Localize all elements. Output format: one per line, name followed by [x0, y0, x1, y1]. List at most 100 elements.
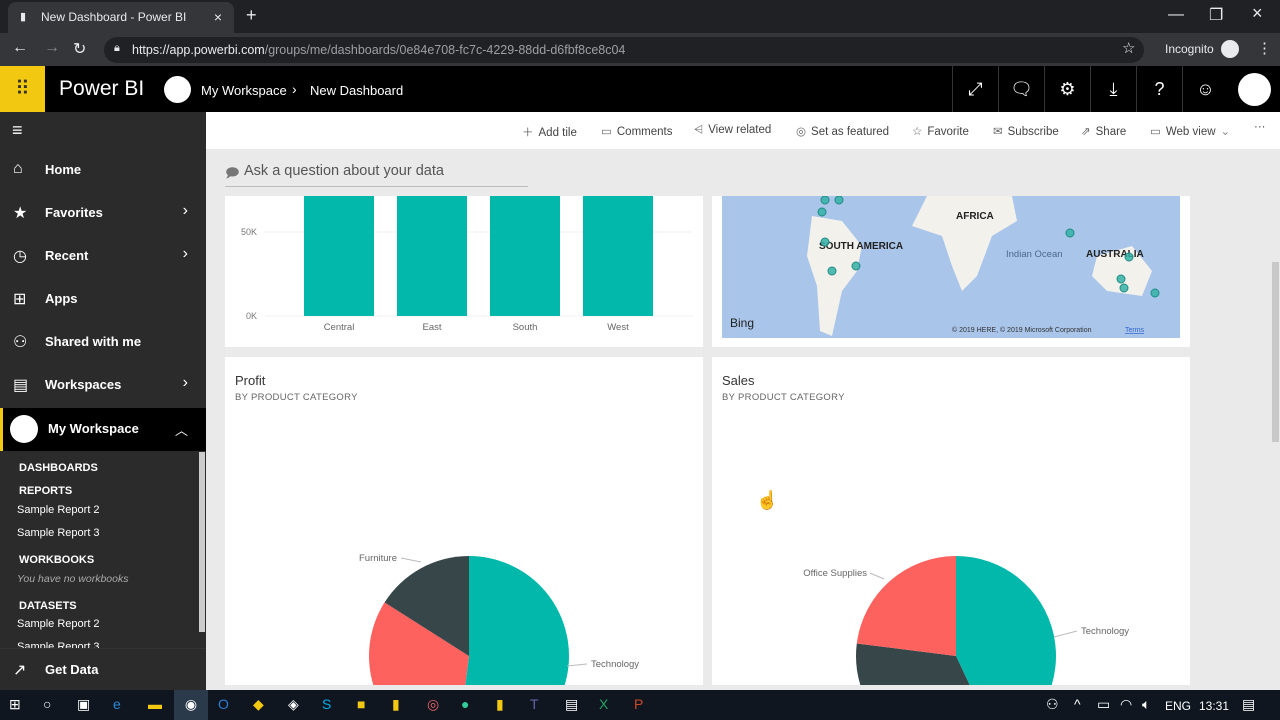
bar-west[interactable] [583, 196, 653, 316]
sidebar-item-workspaces[interactable]: ▤ Workspaces › [0, 364, 206, 407]
map-tile[interactable]: AFRICA SOUTH AMERICA Indian Ocean AUSTRA… [712, 196, 1190, 347]
section-dashboards[interactable]: DASHBOARDS [19, 462, 98, 474]
favorite-button[interactable]: ☆ Favorite [912, 124, 969, 138]
sticky-notes-icon[interactable]: ■ [357, 696, 366, 712]
fullscreen-icon[interactable]: ⤢ [952, 66, 998, 112]
profit-tile[interactable]: Profit BY PRODUCT CATEGORY TechnologyOff… [225, 357, 703, 685]
qa-input[interactable]: 🗩︎ Ask a question about your data [225, 163, 528, 187]
subscribe-button[interactable]: ✉ Subscribe [993, 124, 1059, 138]
pie-slice-furniture[interactable] [856, 643, 999, 685]
nav-label: Workspaces [45, 377, 122, 392]
chevron-up-icon[interactable]: ^ [1074, 696, 1081, 712]
app-icon[interactable]: ◈ [288, 696, 299, 712]
app-launcher-icon[interactable]: ⠿ [0, 66, 45, 112]
task-view-icon[interactable]: ▣ [77, 696, 91, 712]
help-icon[interactable]: ? [1136, 66, 1182, 112]
section-reports[interactable]: REPORTS [19, 485, 73, 497]
teams-icon[interactable]: T [530, 696, 539, 712]
forward-icon[interactable]: → [44, 39, 60, 56]
language-indicator[interactable]: ENG [1165, 699, 1192, 713]
app-icon[interactable]: ◎ [427, 696, 440, 712]
hamburger-menu-icon[interactable]: ≡ [12, 120, 23, 140]
sidebar-item-favorites[interactable]: ★ Favorites › [0, 192, 206, 235]
sidebar-item-shared[interactable]: ⚇ Shared with me [0, 321, 206, 364]
people-icon[interactable]: ⚇ [1046, 696, 1059, 712]
map-label: SOUTH AMERICA [819, 241, 903, 252]
maximize-icon[interactable]: ❐ [1209, 7, 1224, 24]
incognito-icon[interactable] [1221, 40, 1239, 58]
view-related-button[interactable]: ⩤ View related [694, 124, 771, 137]
mouse-cursor-icon: ☝ [756, 490, 779, 510]
pie-slice-furniture[interactable] [384, 556, 469, 656]
smiley-feedback-icon[interactable]: ☺ [1182, 66, 1228, 112]
powerpoint-icon[interactable]: P [634, 696, 644, 712]
url-input[interactable]: 🔒︎ https://app.powerbi.com/groups/me/das… [104, 37, 1144, 63]
breadcrumb-workspace[interactable]: My Workspace [201, 83, 287, 98]
sidebar-item-recent[interactable]: ◷ Recent › [0, 235, 206, 278]
more-options-button[interactable]: ··· [1254, 121, 1266, 133]
bar-south[interactable] [490, 196, 560, 316]
set-featured-button[interactable]: ◎ Set as featured [796, 124, 889, 138]
pie-slice-office-supplies[interactable] [369, 602, 469, 685]
dataset-item[interactable]: Sample Report 3 [17, 641, 100, 649]
app-icon[interactable]: ● [461, 696, 470, 712]
close-tab-icon[interactable]: × [213, 9, 222, 25]
breadcrumb-dashboard[interactable]: New Dashboard [310, 83, 404, 98]
chrome-icon[interactable]: ◉ [174, 690, 208, 720]
section-workbooks[interactable]: WORKBOOKS [19, 554, 95, 566]
sales-tile[interactable]: Sales BY PRODUCT CATEGORY TechnologyFurn… [712, 357, 1190, 685]
reload-icon[interactable]: ↻ [73, 41, 87, 58]
map-terms-link[interactable]: Terms [1125, 327, 1145, 334]
dataset-item[interactable]: Sample Report 2 [17, 618, 100, 630]
file-explorer-icon[interactable]: ▬ [148, 696, 162, 712]
pie-slice-office-supplies[interactable] [856, 556, 956, 656]
app-name[interactable]: Power BI [59, 77, 145, 100]
bar-east[interactable] [397, 196, 467, 316]
sidebar-item-home[interactable]: ⌂ Home [0, 149, 206, 192]
back-icon[interactable]: ← [12, 39, 28, 56]
skype-icon[interactable]: S [322, 696, 332, 712]
notepad-icon[interactable]: ▤ [565, 696, 579, 712]
wifi-icon[interactable]: ◠ [1120, 696, 1133, 712]
new-tab-icon[interactable]: + [246, 5, 257, 25]
sidebar-scrollbar[interactable] [199, 452, 205, 632]
settings-gear-icon[interactable]: ⚙ [1044, 66, 1090, 112]
user-avatar[interactable] [1238, 73, 1271, 106]
notifications-icon[interactable]: ▤ [1242, 696, 1256, 712]
download-icon[interactable]: ⤓ [1090, 66, 1136, 112]
comments-button[interactable]: ▭ Comments [601, 124, 672, 138]
pie-slice-technology[interactable] [456, 556, 569, 685]
browser-menu-icon[interactable]: ⋮ [1257, 40, 1272, 57]
add-tile-button[interactable]: ＋ Add tile [522, 124, 577, 140]
arrow-up-right-icon: ↗ [13, 662, 27, 679]
app-icon[interactable]: ◆ [253, 696, 264, 712]
tab-title: New Dashboard - Power BI [41, 10, 187, 24]
bar-chart-tile[interactable]: 0K 50K Central East South West [225, 196, 703, 347]
edge-icon[interactable]: e [113, 696, 121, 712]
report-item[interactable]: Sample Report 2 [17, 504, 100, 516]
minimize-icon[interactable]: — [1168, 6, 1184, 23]
pie-slice-technology[interactable] [956, 556, 1056, 685]
sidebar-item-apps[interactable]: ⊞ Apps [0, 278, 206, 321]
web-view-dropdown[interactable]: ▭ Web view ⌄ [1150, 124, 1230, 138]
windows-start-icon[interactable]: ⊞ [9, 696, 21, 712]
main-scrollbar[interactable] [1272, 262, 1279, 442]
bar-central[interactable] [304, 196, 374, 316]
battery-icon[interactable]: ▭ [1097, 696, 1111, 712]
powerbi-icon[interactable]: ▮ [496, 696, 504, 712]
outlook-icon[interactable]: O [218, 696, 229, 712]
powerbi-desktop-icon[interactable]: ▮ [392, 696, 400, 712]
sidebar-item-my-workspace[interactable]: My Workspace ︿ [0, 408, 206, 451]
search-icon[interactable]: ○ [43, 696, 52, 712]
report-item[interactable]: Sample Report 3 [17, 527, 100, 539]
clock[interactable]: 13:31 [1199, 699, 1230, 713]
volume-icon[interactable]: 🔈︎ [1142, 696, 1151, 712]
bookmark-star-icon[interactable]: ☆ [1122, 40, 1136, 57]
share-button[interactable]: ⇗ Share [1081, 124, 1126, 138]
section-datasets[interactable]: DATASETS [19, 600, 77, 612]
get-data-button[interactable]: ↗ Get Data [0, 648, 206, 691]
close-window-icon[interactable]: × [1252, 3, 1263, 23]
excel-icon[interactable]: X [599, 696, 609, 712]
feedback-icon[interactable]: 🗨︎ [998, 66, 1044, 112]
browser-tab[interactable]: ▮ New Dashboard - Power BI × [8, 2, 234, 33]
